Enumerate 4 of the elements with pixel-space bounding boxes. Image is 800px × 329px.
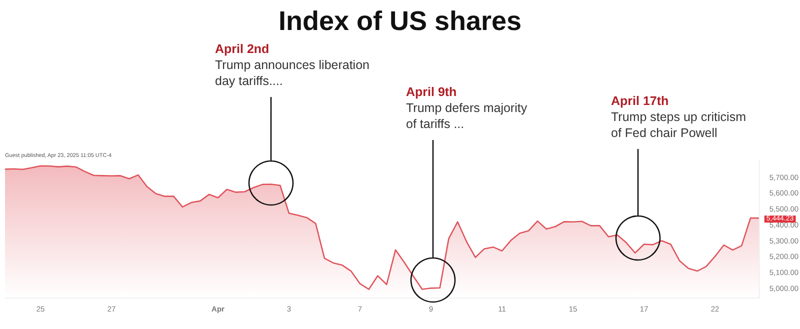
chart-title: Index of US shares [278,6,522,36]
text: April 2nd Trump announces liberation day tariffs.... [215,42,370,88]
text: April 9th Trump defers majority of tariffs ... [406,85,528,131]
text: April 17th Trump steps up criticism of Fed chair Powell [611,94,746,140]
